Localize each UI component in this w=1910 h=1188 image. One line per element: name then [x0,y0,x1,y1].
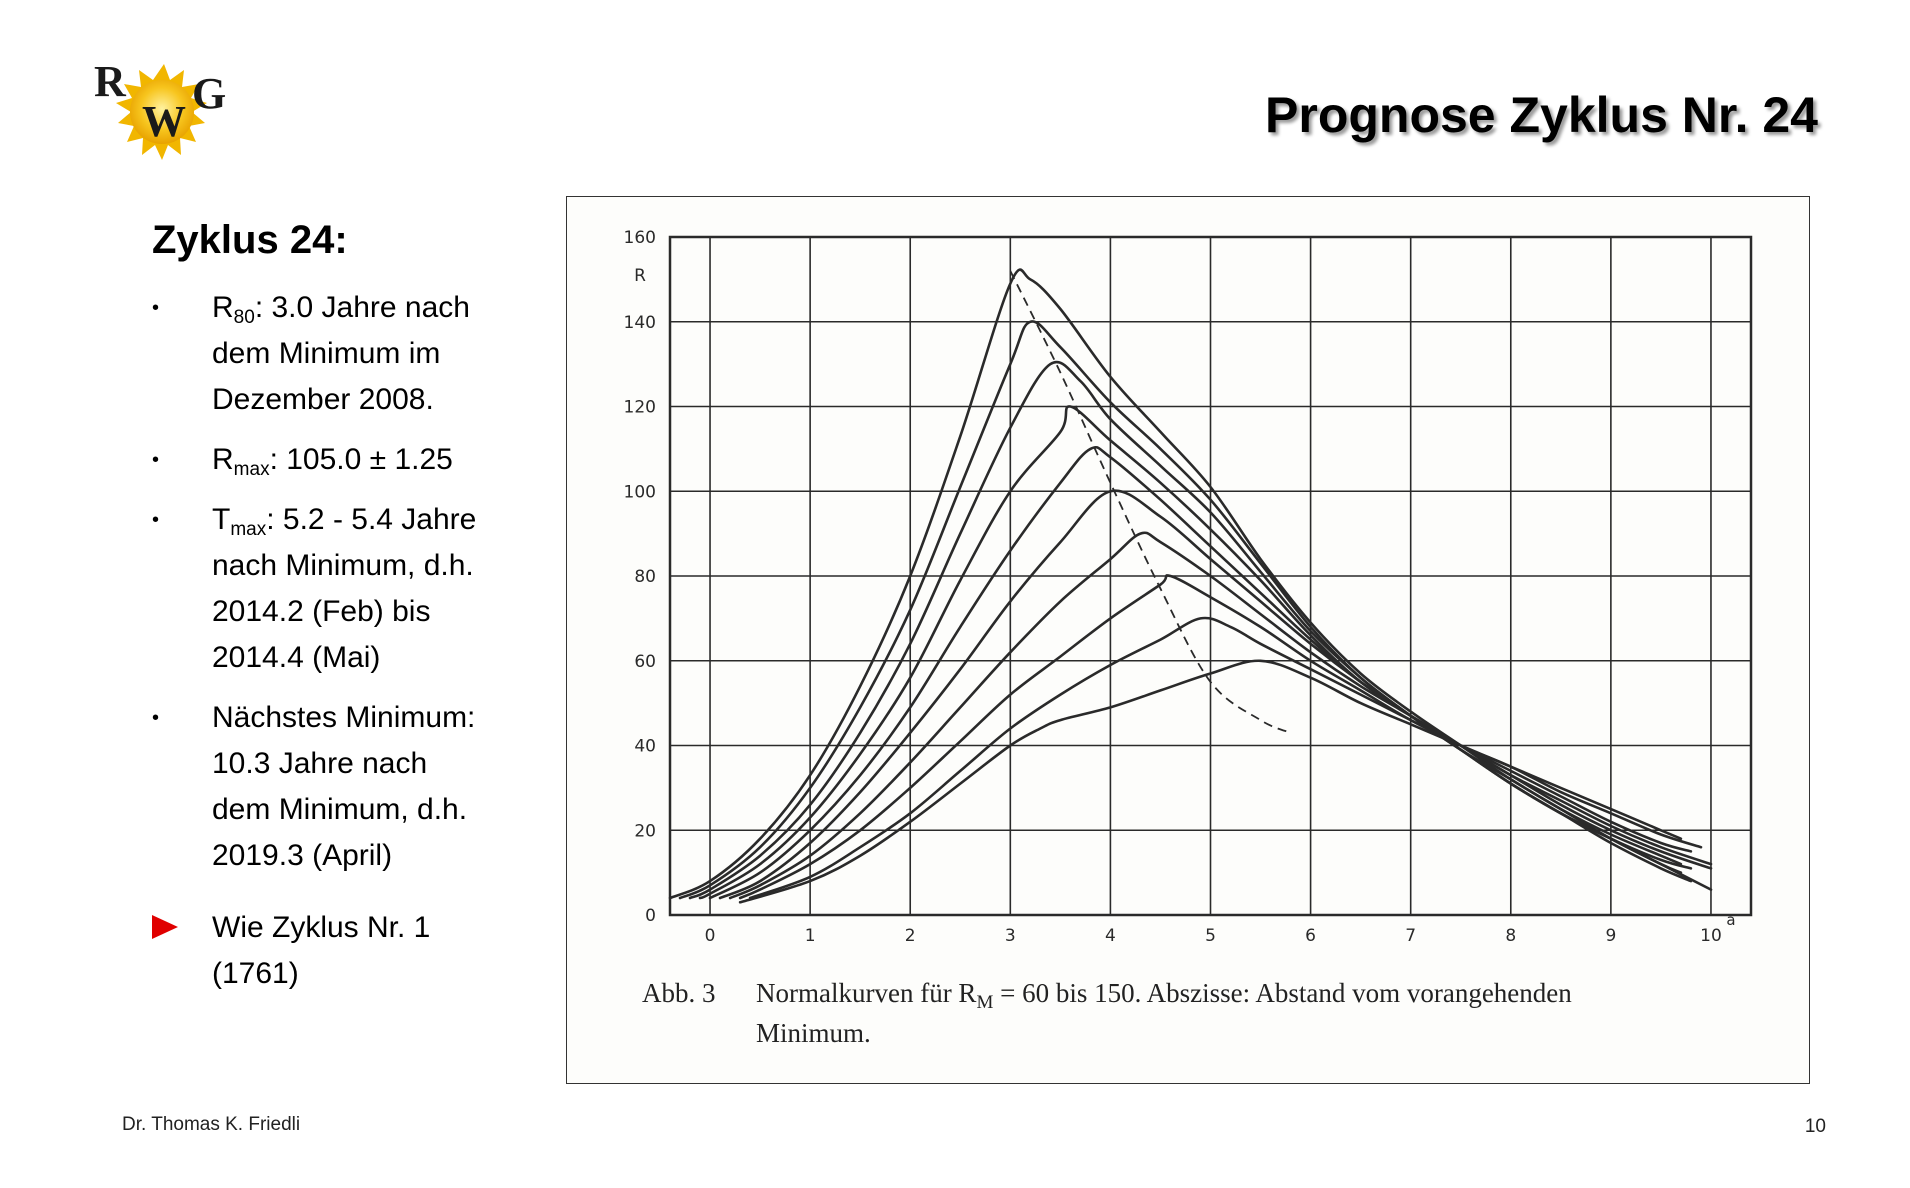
caption-text: Normalkurven für R [756,978,977,1008]
x-tick-label: 8 [1505,926,1516,946]
normal-curve-line [668,268,1713,900]
y-tick-label: 100 [624,482,656,502]
bullet-text: 10.3 Jahre nach [212,747,428,780]
rwg-logo: R W G [92,56,242,166]
bullet-text: (1761) [212,957,299,990]
logo-letter-r: R [94,57,127,106]
bullet-text: 2014.2 (Feb) bis [212,595,431,628]
rwg-logo-graphic: R W G [94,57,226,160]
bullet-line: (1761) [212,951,552,997]
normal-curve-line [678,320,1693,900]
y-tick-label: 60 [634,652,656,672]
bullet-line: R80: 3.0 Jahre nach [212,285,552,331]
bullet-subscript: 80 [233,307,255,328]
x-tick-label: 9 [1605,926,1616,946]
slide-title: Prognose Zyklus Nr. 24 [1265,87,1818,143]
bullet-text: nach Minimum, d.h. [212,549,474,582]
y-tick-label: 40 [634,737,656,757]
bullet-line: dem Minimum im [212,331,552,377]
x-tick-label: 10 [1700,926,1722,946]
x-tick-label: 2 [905,926,916,946]
bullet-subscript: max [230,519,267,540]
bullet-text: dem Minimum im [212,337,441,370]
bullet-line: Wie Zyklus Nr. 1 [212,905,552,951]
page-number: 10 [1804,1116,1826,1137]
bullet-text: 2019.3 (April) [212,839,393,872]
x-tick-label: 6 [1305,926,1316,946]
bullet-text: : 5.2 - 5.4 Jahre [266,503,477,536]
normal-curve-line [738,574,1693,900]
peak-trend-dashed-line [1009,270,1291,734]
chart-caption: Abb. 3 Normalkurven für RM = 60 bis 150. … [642,973,1762,1053]
y-tick-label: 140 [624,313,656,333]
x-tick-label: 1 [805,926,816,946]
normal-curve-line [688,360,1683,900]
bullet-subscript: max [233,459,270,480]
bullet-text: : 105.0 ± 1.25 [269,443,453,476]
normal-curve-line [718,489,1713,900]
normal-curve-line [738,659,1683,904]
y-tick-label: 160 [624,228,656,248]
logo-letter-g: G [192,69,226,118]
sun-icon [116,64,207,160]
bullet-dot-icon: • [152,297,160,319]
logo-letter-w: W [142,97,186,146]
bullet-text: Wie Zyklus Nr. 1 [212,911,431,944]
y-axis-label: R [634,266,646,286]
x-tick-label: 5 [1205,926,1216,946]
left-column: Zyklus 24: • R80: 3.0 Jahre nach dem Minim… [152,218,552,1011]
normal-curve-line [708,445,1683,900]
normal-curve-line [728,531,1713,900]
y-tick-label: 120 [624,398,656,418]
x-tick-label: 7 [1405,926,1416,946]
x-axis-unit: a [1726,911,1735,929]
bullet-line: Dezember 2008. [212,377,552,423]
normal-curve-line [748,616,1703,900]
caption-label: Abb. 3 [642,978,716,1008]
bullet-line: Rmax: 105.0 ± 1.25 [212,437,552,483]
normal-curve-line [698,405,1693,900]
bullet-item: • Nächstes Minimum: 10.3 Jahre nach dem Min… [152,695,552,879]
bullet-item: • Tmax: 5.2 - 5.4 Jahre nach Minimum, d.h.… [152,497,552,681]
caption-line-1: Abb. 3 Normalkurven für RM = 60 bis 150. … [642,973,1762,1013]
bullet-line: Nächstes Minimum: [212,695,552,741]
x-tick-label: 3 [1005,926,1016,946]
bullet-text: 2014.4 (Mai) [212,641,381,674]
bullet-dot-icon: • [152,509,160,531]
bullet-line: 10.3 Jahre nach [212,741,552,787]
bullet-line: nach Minimum, d.h. [212,543,552,589]
bullet-text: R [212,443,234,476]
caption-text-rest: = 60 bis 150. Abszisse: Abstand vom vora… [993,978,1572,1008]
caption-line-2: Minimum. [756,1018,871,1048]
section-heading: Zyklus 24: [152,218,348,262]
bullet-text: : 3.0 Jahre nach [254,291,470,324]
x-tick-label: 0 [705,926,716,946]
bullet-dot-icon: • [152,707,160,729]
bullet-line: Tmax: 5.2 - 5.4 Jahre [212,497,552,543]
x-tick-label: 4 [1105,926,1116,946]
footer-author: Dr. Thomas K. Friedli [122,1114,301,1135]
bullet-text: R [212,291,234,324]
bullet-item: • Rmax: 105.0 ± 1.25 [152,437,552,483]
bullet-text: Nächstes Minimum: [212,701,476,734]
bullet-dot-icon: • [152,449,160,471]
bullet-text: T [212,503,231,536]
bullet-item: Wie Zyklus Nr. 1 (1761) [152,905,552,997]
bullet-line: 2014.2 (Feb) bis [212,589,552,635]
bullet-text: dem Minimum, d.h. [212,793,468,826]
bullet-line: dem Minimum, d.h. [212,787,552,833]
caption-subscript: M [976,992,994,1013]
y-tick-label: 0 [645,906,656,926]
y-tick-label: 20 [634,821,656,841]
bullet-line: 2019.3 (April) [212,833,552,879]
red-arrow-icon [152,915,178,939]
bullet-item: • R80: 3.0 Jahre nach dem Minimum im Dezemb… [152,285,552,423]
bullet-text: Dezember 2008. [212,383,434,416]
bullet-line: 2014.4 (Mai) [212,635,552,681]
y-tick-label: 80 [634,567,656,587]
bullet-list: • R80: 3.0 Jahre nach dem Minimum im Dezemb… [152,285,552,997]
